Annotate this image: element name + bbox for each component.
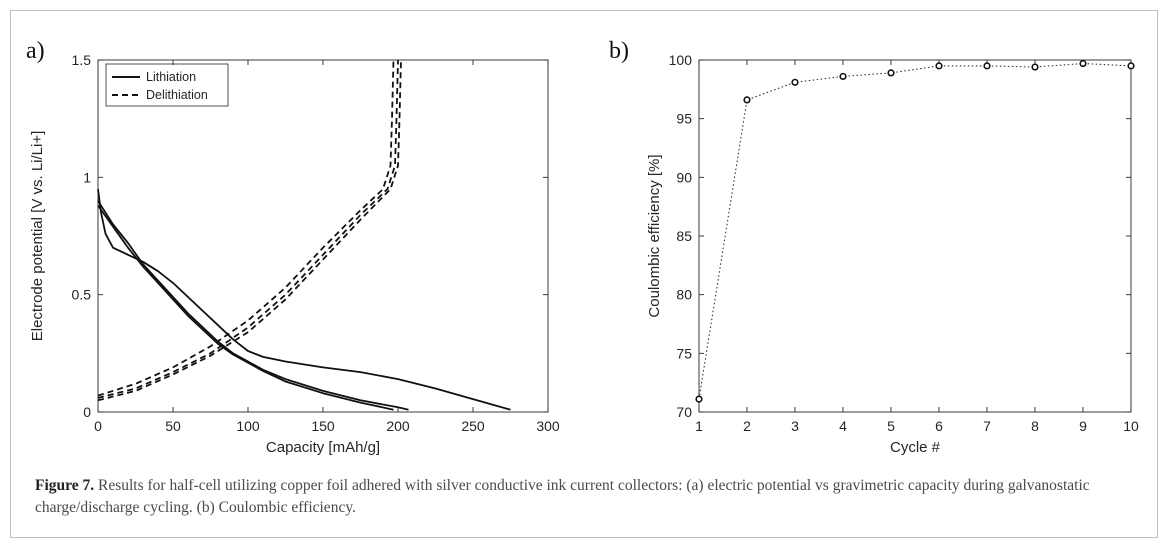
panel-a-x-tick-label: 100 bbox=[236, 418, 260, 434]
series-lithiation-curve bbox=[97, 200, 409, 411]
efficiency-data-point bbox=[983, 62, 991, 70]
panel-a-x-tick-label: 300 bbox=[536, 418, 560, 434]
panel-a-x-tick-label: 50 bbox=[165, 418, 181, 434]
figure-frame: a) Electrode potential [V vs. Li/Li+] Ca… bbox=[10, 10, 1158, 538]
efficiency-data-point bbox=[1031, 63, 1039, 71]
panel-a-x-axis-label: Capacity [mAh/g] bbox=[266, 439, 380, 456]
panel-b-letter: b) bbox=[609, 38, 629, 64]
panel-a-letter: a) bbox=[26, 38, 45, 64]
panel-a-y-tick-label: 0 bbox=[83, 404, 91, 420]
figure-caption: Figure 7. Results for half-cell utilizin… bbox=[35, 475, 1145, 519]
panel-b-axes-box bbox=[698, 59, 1132, 413]
efficiency-data-point bbox=[935, 62, 943, 70]
efficiency-data-point bbox=[743, 96, 751, 104]
panel-b-y-tick-label: 85 bbox=[676, 228, 692, 244]
legend-label-lithiation: Lithiation bbox=[146, 70, 196, 84]
figure-charts: a) Electrode potential [V vs. Li/Li+] Ca… bbox=[26, 38, 1139, 456]
efficiency-data-point bbox=[791, 78, 799, 86]
panel-a-y-tick-label: 1 bbox=[83, 169, 91, 185]
series-delithiation-curve bbox=[97, 59, 402, 402]
panel-a-y-tick-label: 1.5 bbox=[72, 52, 92, 68]
legend-label-delithiation: Delithiation bbox=[146, 88, 208, 102]
panel-a-axes-box bbox=[97, 59, 549, 413]
panel-b-x-tick-label: 6 bbox=[935, 418, 943, 434]
efficiency-dotted-line bbox=[698, 62, 1132, 400]
legend-box bbox=[105, 63, 229, 107]
efficiency-data-point bbox=[1079, 59, 1087, 68]
panel-b-x-tick-label: 7 bbox=[983, 418, 991, 434]
panel-b-x-tick-label: 10 bbox=[1123, 418, 1139, 434]
panel-b-x-tick-label: 4 bbox=[839, 418, 847, 434]
efficiency-data-point bbox=[1127, 62, 1135, 70]
series-lithiation-curve bbox=[97, 188, 511, 411]
series-lithiation-curve bbox=[97, 204, 394, 411]
series-delithiation-curve bbox=[97, 59, 399, 399]
panel-b-y-axis-label: Coulombic efficiency [%] bbox=[646, 154, 663, 317]
panel-a-x-tick-label: 200 bbox=[386, 418, 410, 434]
panel-b-x-axis-label: Cycle # bbox=[890, 439, 941, 456]
panel-a-y-axis-label: Electrode potential [V vs. Li/Li+] bbox=[29, 131, 46, 342]
caption-label: Figure 7. bbox=[35, 477, 95, 494]
panel-b-chart: Coulombic efficiency [%] Cycle # 1 2 3 4 5 6 7… bbox=[646, 52, 1139, 456]
panel-a-x-tick-label: 150 bbox=[311, 418, 335, 434]
panel-b-x-tick-label: 5 bbox=[887, 418, 895, 434]
panel-b-x-tick-label: 1 bbox=[695, 418, 703, 434]
panel-b-y-tick-label: 75 bbox=[676, 345, 692, 361]
panel-a-x-tick-label: 250 bbox=[461, 418, 485, 434]
panel-a-chart: Electrode potential [V vs. Li/Li+] Capac… bbox=[29, 52, 560, 456]
panel-b-y-tick-label: 80 bbox=[676, 287, 692, 303]
panel-b-x-tick-label: 8 bbox=[1031, 418, 1039, 434]
panel-b-y-tick-label: 70 bbox=[676, 404, 692, 420]
efficiency-data-point bbox=[695, 395, 703, 403]
panel-b-x-tick-label: 2 bbox=[743, 418, 751, 434]
panel-a-x-tick-label: 0 bbox=[94, 418, 102, 434]
efficiency-data-point bbox=[839, 72, 847, 81]
panel-b-y-tick-label: 95 bbox=[676, 111, 692, 127]
panel-a-y-tick-label: 0.5 bbox=[72, 287, 92, 303]
panel-a-legend: Lithiation Delithiation bbox=[105, 63, 229, 107]
series-delithiation-curve bbox=[97, 59, 395, 397]
panel-b-x-tick-label: 9 bbox=[1079, 418, 1087, 434]
panel-b-y-tick-label: 100 bbox=[669, 52, 693, 68]
panel-b-y-tick-label: 90 bbox=[676, 169, 692, 185]
efficiency-data-point bbox=[887, 69, 895, 77]
caption-text: Results for half-cell utilizing copper f… bbox=[35, 477, 1090, 516]
panel-b-x-tick-label: 3 bbox=[791, 418, 799, 434]
